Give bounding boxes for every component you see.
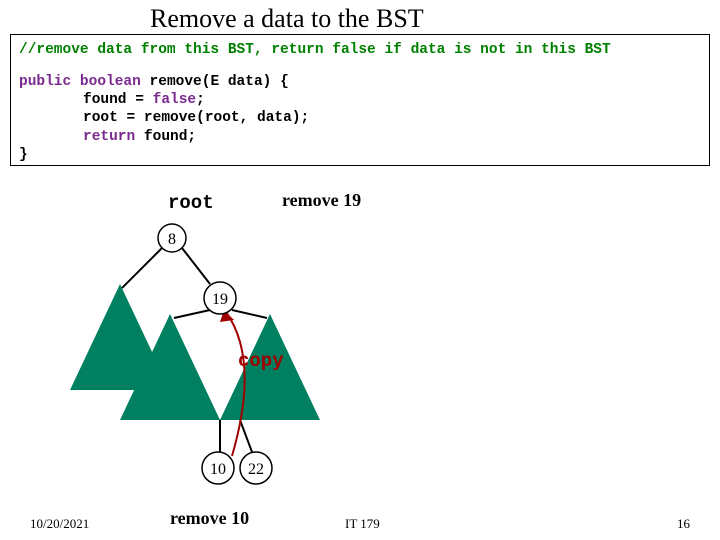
code-line4: root = remove(root, data); (19, 109, 701, 127)
code-line3: found = false; (19, 91, 701, 109)
footer-date: 10/20/2021 (30, 516, 89, 532)
code-line2: public boolean remove(E data) { (19, 73, 701, 91)
copy-label: copy (238, 350, 284, 372)
code-comment: //remove data from this BST, return fals… (19, 41, 701, 59)
tree-node-label: 8 (168, 231, 176, 248)
tree-edge (240, 420, 252, 452)
code-box: //remove data from this BST, return fals… (10, 34, 710, 166)
code-line6: } (19, 146, 701, 164)
tree-node-label: 22 (248, 461, 264, 478)
footer-page: 16 (677, 516, 690, 532)
tree-edge (182, 248, 210, 284)
code-line1: //remove data from this BST, return fals… (19, 42, 611, 58)
tree-edge (174, 310, 210, 318)
tree-node-label: 19 (212, 291, 228, 308)
code-line5: return found; (19, 128, 701, 146)
tree-node-label: 10 (210, 461, 226, 478)
tree-edge (122, 248, 162, 288)
remove19-label: remove 19 (282, 190, 361, 211)
footer-course: IT 179 (345, 516, 380, 532)
tree-edge (232, 310, 267, 318)
slide-title: Remove a data to the BST (150, 4, 424, 34)
remove10-label: remove 10 (170, 508, 249, 529)
